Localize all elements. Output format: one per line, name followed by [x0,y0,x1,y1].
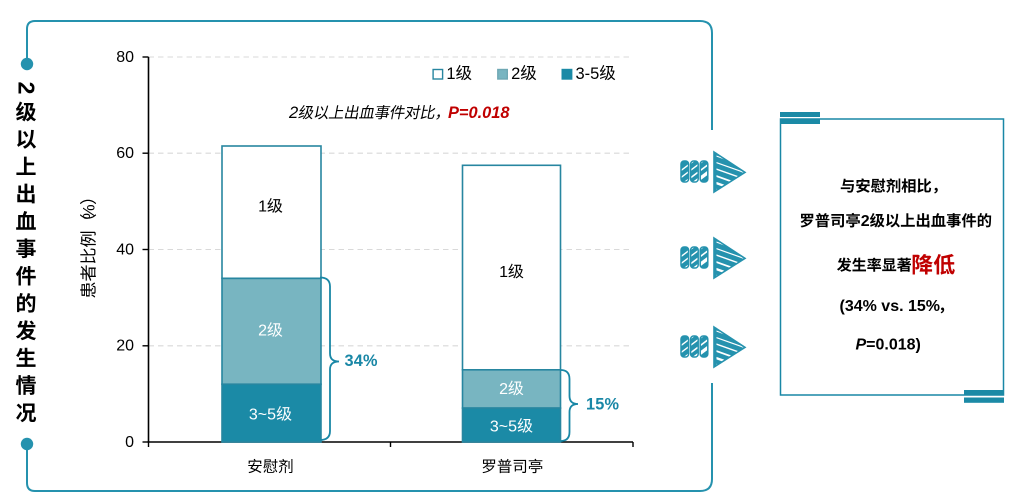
svg-text:P=0.018): P=0.018) [856,336,921,353]
svg-text:1: 1 [499,264,508,281]
svg-text:%: % [80,204,99,219]
svg-text:20: 20 [116,338,134,355]
svg-text:60: 60 [116,145,134,162]
svg-text:3~5: 3~5 [490,418,517,435]
svg-text:2: 2 [511,65,520,83]
svg-text:40: 40 [116,241,134,258]
svg-text:2: 2 [861,213,870,230]
svg-text:2: 2 [288,104,298,122]
svg-text:2: 2 [499,381,508,398]
svg-text:1: 1 [258,199,267,216]
svg-text:P=0.018: P=0.018 [448,104,510,122]
svg-text:(34% vs. 15%: (34% vs. 15% [840,298,941,315]
svg-text:80: 80 [116,49,134,66]
svg-text:1: 1 [446,65,455,83]
svg-text:3-5: 3-5 [576,65,600,83]
svg-text:0: 0 [125,434,134,451]
svg-text:34%: 34% [345,352,379,370]
svg-text:2: 2 [14,82,40,95]
svg-text:3~5: 3~5 [249,407,276,424]
svg-text:15%: 15% [586,396,620,414]
svg-text:2: 2 [258,323,267,340]
